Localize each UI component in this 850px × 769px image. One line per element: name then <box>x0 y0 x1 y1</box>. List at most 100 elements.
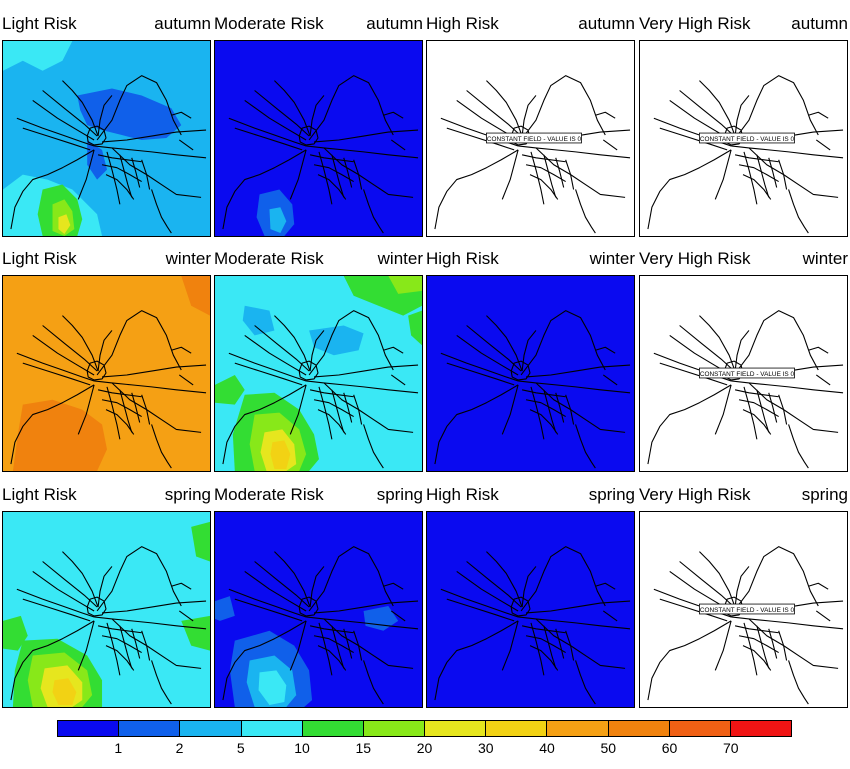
road <box>486 80 523 137</box>
road <box>714 620 732 671</box>
panel-risk-title: Moderate Risk <box>214 485 324 504</box>
risk-contour <box>242 305 275 336</box>
road <box>510 596 531 617</box>
road <box>308 310 394 376</box>
road <box>309 330 325 372</box>
road <box>62 315 99 372</box>
road <box>97 566 113 608</box>
road <box>456 334 519 376</box>
road <box>647 149 732 230</box>
road <box>289 384 307 435</box>
panel-risk-title: Very High Risk <box>639 14 751 33</box>
road <box>521 625 566 634</box>
road <box>699 551 736 608</box>
risk-contour <box>77 88 182 140</box>
road <box>742 174 772 200</box>
map-panel: Very High Risk autumn CONSTANT FIELD - VAL… <box>639 14 848 237</box>
map-frame <box>426 275 635 472</box>
map-frame <box>2 40 211 237</box>
road <box>343 157 353 188</box>
colorbar-tick-label: 15 <box>355 740 372 756</box>
road <box>521 330 537 372</box>
road <box>343 392 353 423</box>
road <box>501 384 519 435</box>
colorbar-segment <box>180 721 242 736</box>
map-canvas: CONSTANT FIELD - VALUE IS 0 <box>427 41 634 236</box>
map-panel: Moderate Risk autumn <box>214 14 423 237</box>
road <box>778 394 788 425</box>
road <box>520 310 606 376</box>
road <box>105 645 135 671</box>
road-network <box>647 310 844 469</box>
road <box>440 588 519 618</box>
road <box>742 645 772 671</box>
road <box>131 157 141 188</box>
colorbar-segment <box>669 721 731 736</box>
road-network <box>434 310 631 469</box>
road <box>602 610 618 622</box>
road <box>525 600 631 614</box>
map-canvas <box>215 41 422 236</box>
road <box>151 189 172 234</box>
road <box>234 127 303 151</box>
road <box>520 546 606 612</box>
road <box>101 635 142 654</box>
panel-risk-title: Very High Risk <box>639 485 751 504</box>
road <box>42 561 98 608</box>
panel-risk-title: Light Risk <box>2 249 77 268</box>
risk-contour <box>215 596 235 621</box>
road <box>529 409 559 435</box>
road <box>101 399 142 418</box>
road <box>16 117 95 147</box>
road <box>106 386 121 440</box>
road <box>289 149 307 200</box>
road <box>788 660 809 705</box>
road <box>565 159 575 190</box>
colorbar-segment <box>119 721 181 736</box>
risk-contour <box>181 276 210 316</box>
road <box>734 95 750 137</box>
road <box>22 362 91 386</box>
road <box>699 80 736 137</box>
colorbar-segment <box>241 721 303 736</box>
road <box>77 384 95 435</box>
road <box>446 362 515 386</box>
road <box>383 346 404 354</box>
road <box>323 382 414 433</box>
road-network <box>10 546 207 705</box>
road <box>808 346 829 354</box>
road <box>595 111 616 119</box>
map-canvas <box>3 276 210 471</box>
map-frame <box>426 511 635 708</box>
colorbar-tick-label: 20 <box>416 740 433 756</box>
road <box>97 389 142 398</box>
road <box>743 386 758 440</box>
road <box>222 620 307 701</box>
map-canvas <box>427 276 634 471</box>
road <box>518 616 631 630</box>
road <box>733 75 819 141</box>
constant-field-label: CONSTANT FIELD - VALUE IS 0 <box>700 371 795 378</box>
panel-risk-title: Light Risk <box>2 485 77 504</box>
road <box>274 315 311 372</box>
road <box>383 582 404 590</box>
road <box>808 111 829 119</box>
road <box>171 582 192 590</box>
colorbar-tick-label: 40 <box>539 740 555 756</box>
colorbar-tick-label: 2 <box>175 740 184 756</box>
road <box>309 389 354 398</box>
road <box>298 125 319 146</box>
road <box>353 630 363 661</box>
map-frame <box>2 511 211 708</box>
panel-season-title: winter <box>589 249 635 268</box>
panel-risk-title: High Risk <box>426 485 499 504</box>
road <box>738 635 779 654</box>
panel-season-title: spring <box>588 485 635 504</box>
panel-risk-title: Very High Risk <box>639 249 751 268</box>
road <box>96 75 182 141</box>
road <box>94 616 207 630</box>
road <box>535 147 626 198</box>
risk-contour <box>191 521 210 562</box>
road <box>434 149 519 230</box>
road <box>734 330 750 372</box>
